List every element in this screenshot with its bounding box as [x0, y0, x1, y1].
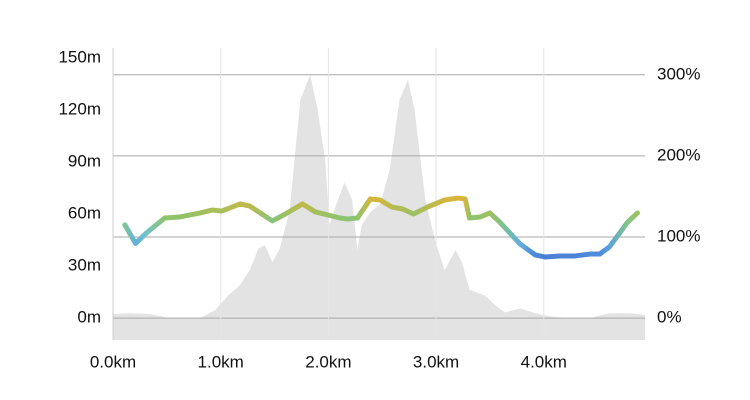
- y2-tick-label: 200%: [657, 145, 700, 164]
- y-tick-label: 0m: [77, 307, 101, 326]
- y2-tick-label: 0%: [657, 308, 682, 327]
- x-tick-label: 0.0km: [90, 352, 136, 371]
- y-tick-label: 30m: [68, 255, 101, 274]
- y-tick-label: 150m: [58, 48, 101, 67]
- y2-tick-label: 100%: [657, 226, 700, 245]
- y-tick-label: 60m: [68, 203, 101, 222]
- x-tick-label: 1.0km: [198, 352, 244, 371]
- grade-area: [113, 74, 645, 341]
- y2-tick-label: 300%: [657, 64, 700, 83]
- x-tick-label: 3.0km: [413, 352, 459, 371]
- y-tick-label: 90m: [68, 152, 101, 171]
- elevation-line: [122, 195, 640, 260]
- x-tick-label: 2.0km: [305, 352, 351, 371]
- y-tick-label: 120m: [58, 100, 101, 119]
- x-tick-label: 4.0km: [521, 352, 567, 371]
